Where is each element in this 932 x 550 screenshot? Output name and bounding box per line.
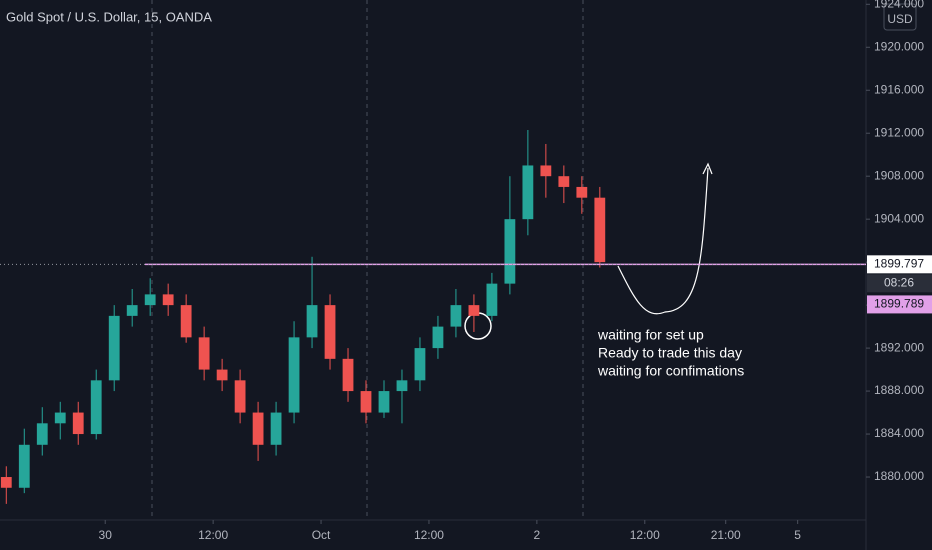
candle-body (342, 358, 354, 392)
x-tick-label: 12:00 (198, 528, 228, 542)
candle-body (558, 176, 570, 187)
candle-body (288, 337, 300, 413)
candle-body (576, 186, 588, 198)
countdown-box (867, 274, 932, 293)
x-tick-label: 5 (794, 528, 801, 542)
y-tick-label: 1892.000 (874, 340, 924, 354)
annotation: Ready to trade this day (598, 345, 742, 361)
candle-body (216, 369, 228, 381)
drawing-arrow (617, 167, 709, 315)
currency: USD (887, 12, 913, 26)
horizontal-line-label: 1899.789 (874, 297, 924, 311)
session-breaks (151, 0, 584, 520)
x-tick-label: Oct (312, 528, 331, 542)
candle-body (594, 197, 606, 263)
y-tick-label: 1904.000 (874, 211, 924, 225)
candle-body (234, 380, 246, 413)
arrow-head (702, 162, 713, 175)
candle-body (0, 477, 12, 488)
candle-body (378, 391, 390, 413)
horizontal-line-box (867, 295, 932, 314)
y-tick-label: 1920.000 (874, 39, 924, 53)
candle-body (540, 165, 552, 177)
y-tick-label: 1884.000 (874, 426, 924, 440)
candle-body (90, 380, 102, 435)
candle-body (252, 412, 264, 445)
y-tick-label: 1912.000 (874, 125, 924, 139)
candle-body (54, 412, 66, 424)
candle-body (324, 305, 336, 359)
countdown-label: 08:26 (884, 276, 914, 290)
candle-body (126, 305, 138, 316)
chart-title: Gold Spot / U.S. Dollar, 15, OANDA (6, 9, 212, 24)
candle-body (198, 337, 210, 370)
candle-body (270, 412, 282, 445)
y-tick-label: 1916.000 (874, 82, 924, 96)
candle-body (468, 305, 480, 316)
candle-body (144, 294, 156, 306)
candle-body (72, 412, 84, 435)
candle-body (432, 326, 444, 349)
last-price-box (867, 255, 932, 274)
x-tick-label: 21:00 (711, 528, 741, 542)
candle-body (306, 305, 318, 338)
candle-body (396, 380, 408, 392)
candle-body (522, 165, 534, 220)
x-tick-label: 12:00 (630, 528, 660, 542)
currency-box (883, 3, 917, 31)
candle-body (18, 444, 30, 488)
x-tick-label: 12:00 (414, 528, 444, 542)
candle-body (36, 423, 48, 445)
candle-body (162, 294, 174, 306)
candle-body (360, 391, 372, 413)
last-price-label: 1899.797 (874, 257, 924, 271)
candle-body (108, 315, 120, 381)
y-tick-label: 1888.000 (874, 383, 924, 397)
x-tick-label: 2 (534, 528, 541, 542)
candle-body (180, 305, 192, 338)
x-tick-label: 30 (99, 528, 113, 542)
candle-body (414, 348, 426, 381)
y-tick-label: 1880.000 (874, 469, 924, 483)
y-tick-label: 1908.000 (874, 168, 924, 182)
candle-body (486, 283, 498, 316)
candle-body (504, 219, 516, 284)
y-tick-label: 1924.000 (874, 0, 924, 10)
annotation: waiting for set up (597, 327, 704, 343)
candle-body (450, 305, 462, 327)
annotation: waiting for confimations (597, 363, 744, 379)
